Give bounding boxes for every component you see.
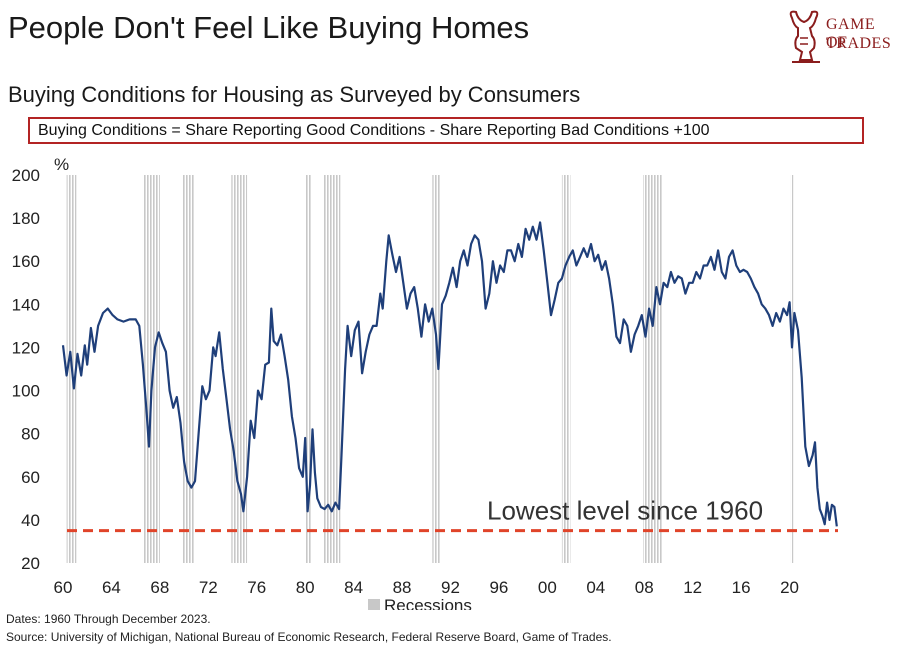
logo-line-1: GAME OF	[826, 16, 876, 51]
y-axis-ticks: 20 40 60 80 100 120 140 160 180 200	[12, 166, 40, 573]
y-tick-label: 160	[12, 252, 40, 271]
recession-band	[643, 175, 663, 563]
y-axis-label: %	[54, 155, 69, 174]
recession-band	[142, 175, 160, 563]
dates-note: Dates: 1960 Through December 2023.	[6, 612, 211, 626]
recession-band	[182, 175, 195, 563]
source-note: Source: University of Michigan, National…	[6, 630, 612, 644]
x-axis-ticks: 60 64 68 72 76 80 84 88 92 96 00 04 08 12 16 20	[54, 578, 799, 597]
x-tick-label: 12	[683, 578, 702, 597]
recession-band	[432, 175, 441, 563]
y-tick-label: 80	[21, 425, 40, 444]
x-tick-label: 60	[54, 578, 73, 597]
lowest-level-annotation: Lowest level since 1960	[487, 496, 763, 526]
buying-conditions-line	[61, 221, 838, 527]
logo-line-2: TRADES	[826, 35, 892, 52]
x-tick-label: 92	[441, 578, 460, 597]
x-tick-label: 16	[732, 578, 751, 597]
x-tick-label: 84	[344, 578, 363, 597]
y-tick-label: 180	[12, 209, 40, 228]
recession-legend-label: Recessions	[384, 596, 472, 610]
y-tick-label: 120	[12, 338, 40, 357]
recession-band	[561, 175, 571, 563]
x-tick-label: 20	[780, 578, 799, 597]
x-tick-label: 64	[102, 578, 121, 597]
x-tick-label: 72	[199, 578, 218, 597]
chart-title: People Don't Feel Like Buying Homes	[8, 10, 530, 45]
y-tick-label: 140	[12, 295, 40, 314]
x-tick-label: 96	[489, 578, 508, 597]
recession-legend-swatch	[368, 599, 380, 610]
bull-icon	[789, 10, 820, 63]
formula-box: Buying Conditions = Share Reporting Good…	[28, 117, 864, 144]
x-tick-label: 00	[538, 578, 557, 597]
x-tick-label: 68	[150, 578, 169, 597]
chart-subtitle: Buying Conditions for Housing as Surveye…	[8, 82, 581, 107]
y-tick-label: 200	[12, 166, 40, 185]
x-tick-label: 08	[635, 578, 654, 597]
x-tick-label: 88	[393, 578, 412, 597]
y-tick-label: 20	[21, 554, 40, 573]
recession-band	[305, 175, 312, 563]
x-tick-label: 76	[247, 578, 266, 597]
recession-band	[790, 175, 794, 563]
x-tick-label: 80	[296, 578, 315, 597]
y-tick-label: 100	[12, 382, 40, 401]
recession-band	[323, 175, 341, 563]
y-tick-label: 40	[21, 511, 40, 530]
chart-area: % 20 40 60 80 100 120 140 160 180 200 60 64 68 72 76 8…	[12, 155, 838, 610]
game-of-trades-logo: GAME OF TRADES	[786, 8, 892, 66]
x-tick-label: 04	[586, 578, 605, 597]
recession-legend: Recessions	[368, 596, 472, 610]
y-tick-label: 60	[21, 468, 40, 487]
